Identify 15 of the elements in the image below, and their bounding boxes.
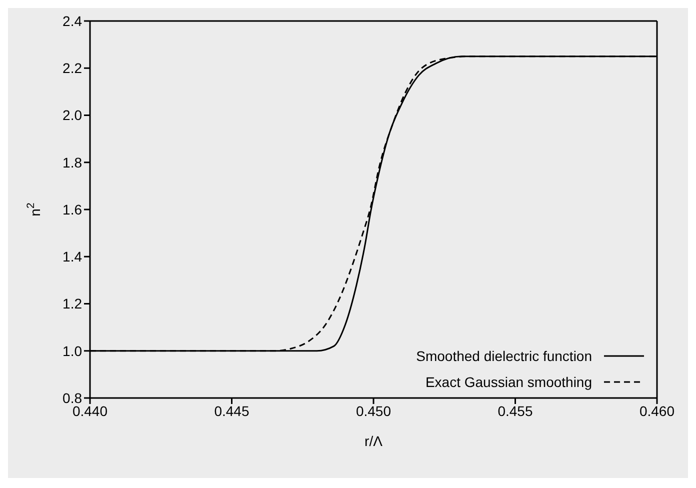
legend-label: Smoothed dielectric function — [416, 348, 592, 364]
y-tick-label: 2.0 — [62, 107, 82, 124]
legend-label: Exact Gaussian smoothing — [425, 374, 592, 390]
y-tick-label: 2.2 — [62, 60, 82, 76]
y-tick-label: 1.8 — [62, 154, 82, 170]
x-tick-label: 0.455 — [498, 402, 533, 419]
y-tick-label: 1.2 — [62, 296, 82, 312]
x-tick-label: 0.460 — [639, 402, 675, 419]
y-tick-label: 1.6 — [62, 201, 82, 218]
y-tick-label: 1.0 — [62, 342, 82, 359]
x-axis-title: r/Λ — [364, 433, 384, 449]
x-tick-label: 0.450 — [356, 402, 392, 419]
x-tick-label: 0.445 — [214, 402, 250, 419]
y-tick-label: 2.4 — [62, 12, 82, 29]
y-tick-label: 1.4 — [62, 248, 82, 265]
